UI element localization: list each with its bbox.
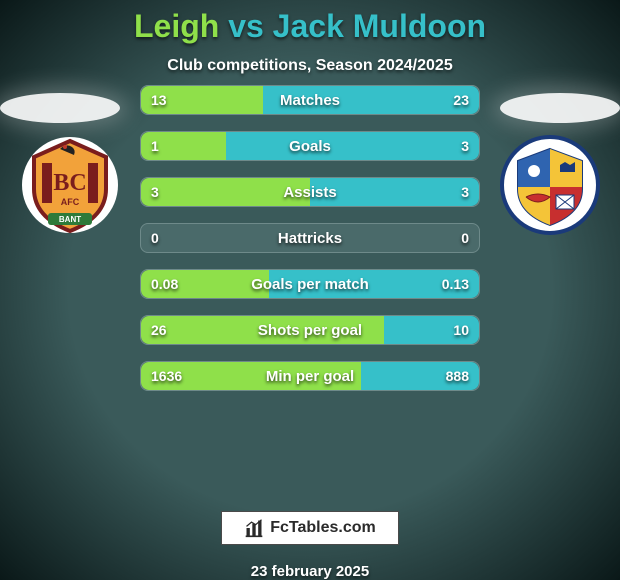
title-player-right: Jack Muldoon — [273, 8, 486, 44]
spotlight-left — [0, 93, 120, 123]
brand-text: FcTables.com — [270, 519, 376, 537]
comparison-bars: 1323Matches 13Goals 33Assists 00Hattricks 0.… — [140, 85, 480, 391]
svg-text:BC: BC — [53, 170, 86, 196]
stat-bar: 1636888Min per goal — [140, 361, 480, 391]
brand-box: FcTables.com — [221, 511, 399, 545]
comparison-stage: BC AFC BANT — [0, 75, 620, 495]
bar-chart-icon — [244, 518, 264, 538]
page-title: Leigh vs Jack Muldoon — [134, 8, 486, 45]
bradford-crest-icon: BC AFC BANT — [20, 135, 120, 235]
stat-label: Min per goal — [141, 362, 479, 390]
stat-bar: 33Assists — [140, 177, 480, 207]
stat-label: Assists — [141, 178, 479, 206]
stat-bar: 1323Matches — [140, 85, 480, 115]
club-badge-left: BC AFC BANT — [20, 135, 120, 235]
stat-bar: 00Hattricks — [140, 223, 480, 253]
stat-label: Goals per match — [141, 270, 479, 298]
infographic-root: Leigh vs Jack Muldoon Club competitions,… — [0, 0, 620, 580]
stat-bar: 2610Shots per goal — [140, 315, 480, 345]
title-vs: vs — [219, 8, 272, 44]
svg-text:AFC: AFC — [61, 197, 80, 207]
subtitle: Club competitions, Season 2024/2025 — [167, 57, 452, 75]
stat-bar: 13Goals — [140, 131, 480, 161]
title-player-left: Leigh — [134, 8, 219, 44]
stat-bar: 0.080.13Goals per match — [140, 269, 480, 299]
stat-label: Goals — [141, 132, 479, 160]
stat-label: Matches — [141, 86, 479, 114]
stat-label: Hattricks — [141, 224, 479, 252]
club-badge-right — [500, 135, 600, 235]
harrogate-crest-icon — [500, 135, 600, 235]
spotlight-right — [500, 93, 620, 123]
stat-label: Shots per goal — [141, 316, 479, 344]
svg-text:BANT: BANT — [59, 215, 81, 224]
footer-date: 23 february 2025 — [251, 563, 369, 580]
